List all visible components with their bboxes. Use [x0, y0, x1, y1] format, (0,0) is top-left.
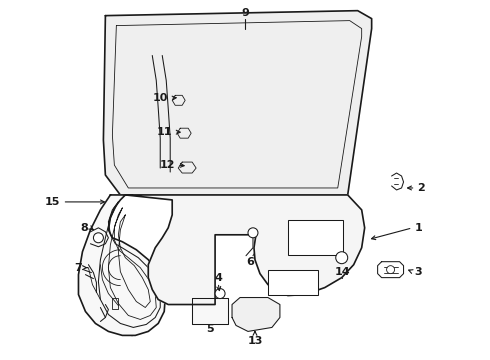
Circle shape	[94, 233, 103, 243]
Text: 8: 8	[81, 223, 89, 233]
Text: 1: 1	[415, 223, 422, 233]
Text: 4: 4	[214, 273, 222, 283]
Polygon shape	[192, 298, 228, 324]
Text: 6: 6	[246, 257, 254, 267]
Text: 13: 13	[247, 336, 263, 346]
Text: 12: 12	[160, 160, 175, 170]
Text: 2: 2	[417, 183, 425, 193]
Text: 3: 3	[415, 267, 422, 276]
Text: 14: 14	[335, 267, 350, 276]
Text: 11: 11	[157, 127, 172, 137]
Bar	[268, 270, 318, 294]
Bar	[288, 220, 343, 255]
Circle shape	[387, 266, 394, 274]
Polygon shape	[78, 195, 165, 336]
Circle shape	[248, 228, 258, 238]
Circle shape	[215, 289, 225, 298]
Text: 7: 7	[74, 263, 82, 273]
Polygon shape	[103, 11, 371, 195]
Circle shape	[336, 252, 348, 264]
Polygon shape	[125, 195, 365, 305]
Text: 5: 5	[206, 324, 214, 334]
Text: 15: 15	[45, 197, 61, 207]
Polygon shape	[232, 298, 280, 332]
Text: 10: 10	[153, 93, 168, 103]
Text: 9: 9	[241, 8, 249, 18]
